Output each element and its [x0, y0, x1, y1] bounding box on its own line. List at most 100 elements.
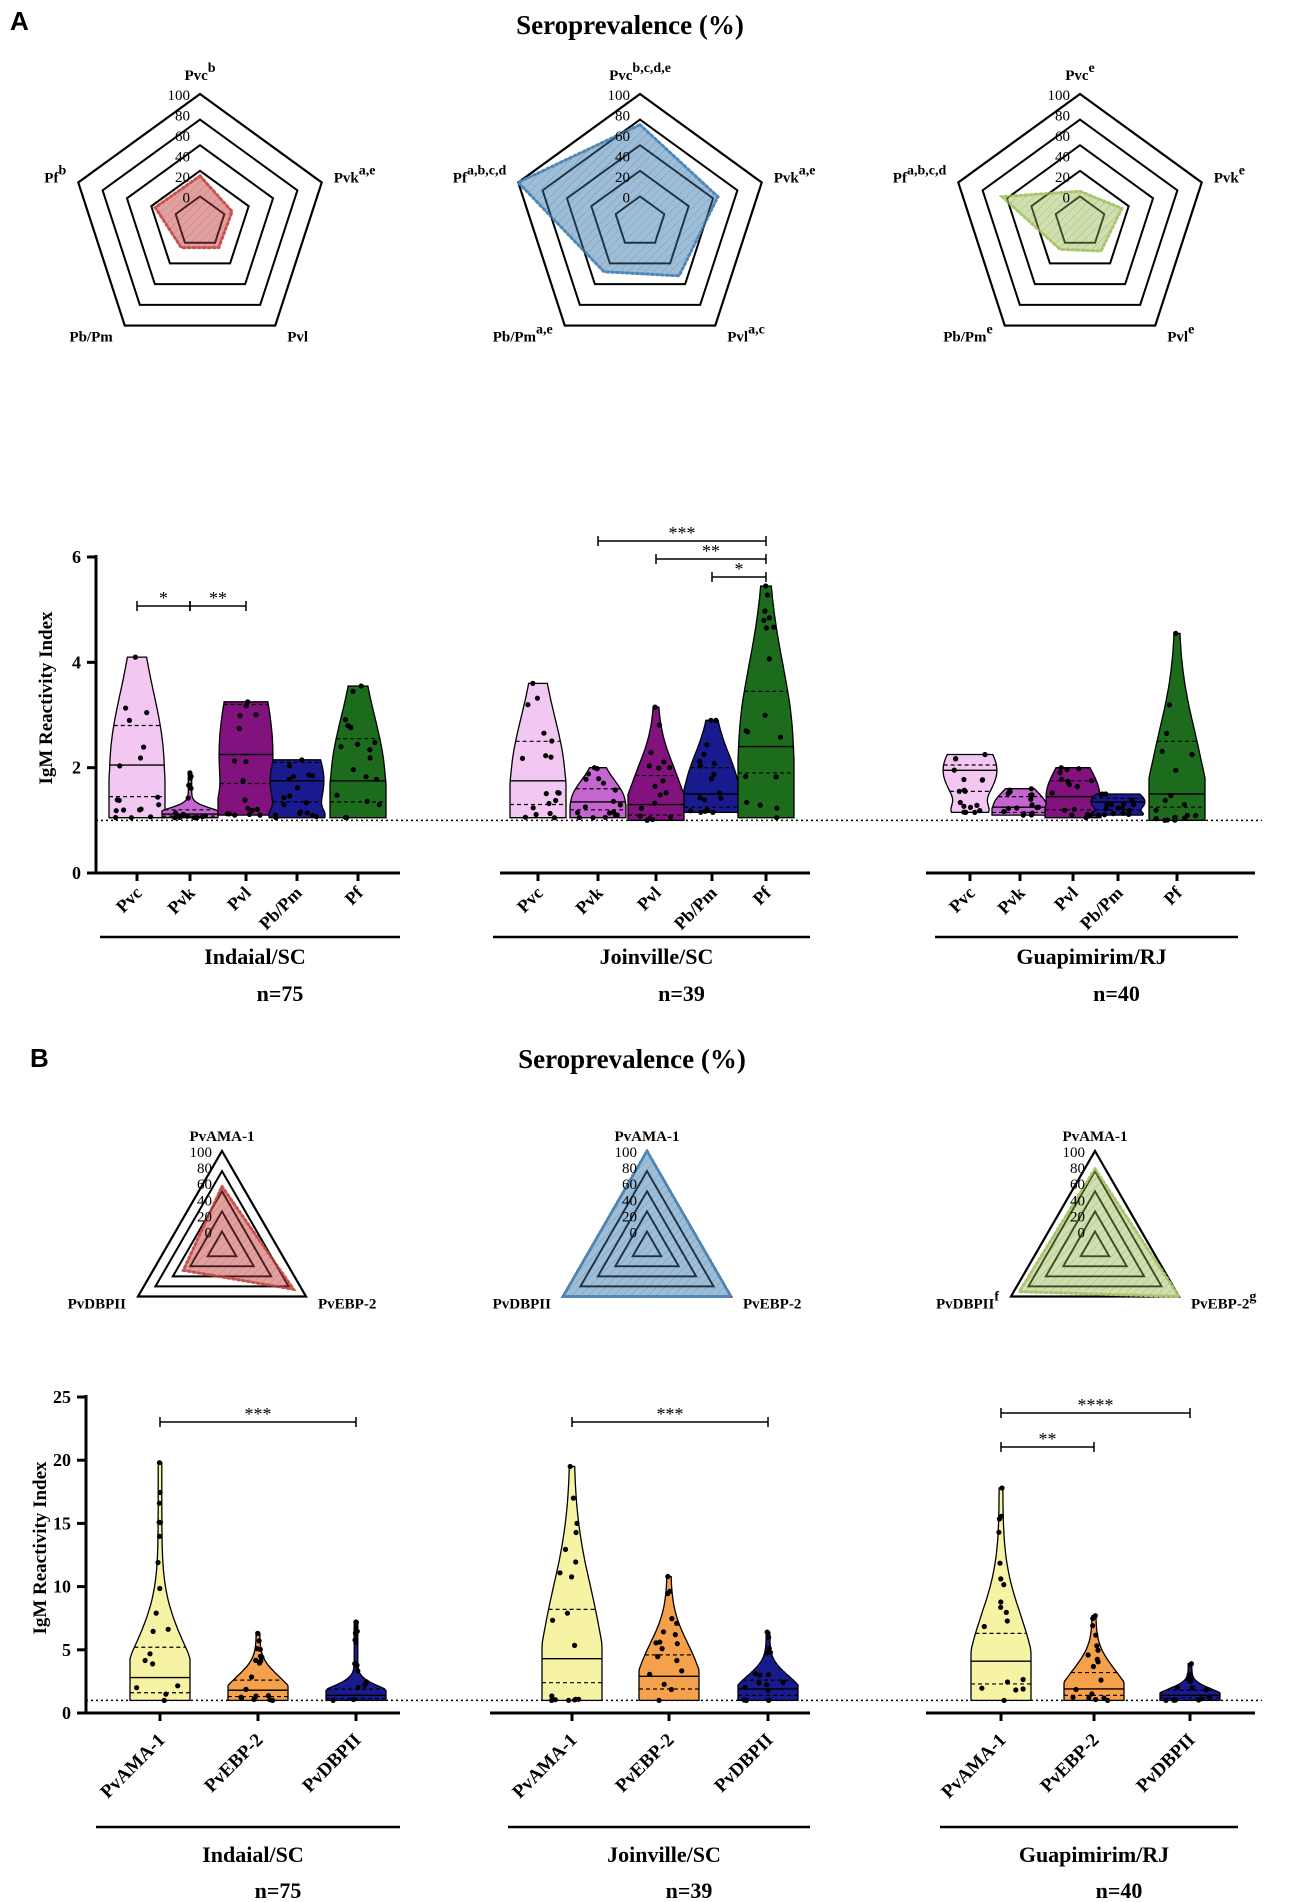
- violin-point: [1029, 802, 1035, 808]
- radar-tick-label: 0: [183, 190, 191, 206]
- radar-axis-superscript: a,b,c,d: [907, 163, 947, 178]
- violin-point: [674, 1620, 680, 1626]
- violin-point: [1168, 793, 1174, 799]
- radar-axis-label: Pvce: [1065, 61, 1095, 84]
- violin-point: [265, 1693, 271, 1699]
- radar-ring-overlay: [590, 169, 690, 265]
- violin-point: [286, 776, 292, 783]
- radar-axis-name: Pvc: [184, 68, 208, 84]
- radar-axis-label: Pvle: [1167, 323, 1194, 346]
- radar-tick-label: 40: [1055, 149, 1070, 165]
- violin-point: [161, 1697, 167, 1703]
- violin-point: [569, 1574, 575, 1580]
- violin-point: [1120, 810, 1126, 816]
- radar-axis-name: Pb/Pm: [69, 330, 113, 346]
- radar-tick-label: 80: [197, 1161, 212, 1177]
- violin-point: [710, 809, 716, 816]
- radar-axis-name: Pf: [453, 170, 468, 186]
- violin-point: [549, 738, 555, 744]
- violin-point: [1094, 1643, 1100, 1649]
- radar-tick-label: 100: [168, 88, 191, 104]
- violin-point: [134, 1685, 140, 1691]
- x-tick-label: Pf: [341, 882, 368, 909]
- radar-axis-label: PvDBPII: [493, 1297, 552, 1313]
- violin-point: [951, 767, 957, 773]
- violin-point: [764, 592, 771, 598]
- radar-ring-overlay: [614, 1210, 680, 1267]
- violin-point: [184, 813, 191, 819]
- radar-axis-superscript: a,c: [748, 323, 765, 338]
- violin-point: [304, 810, 310, 816]
- violin-point: [590, 815, 596, 821]
- violin-point: [761, 617, 767, 624]
- radar-ring-overlay: [126, 144, 274, 285]
- violin-point: [256, 1638, 262, 1644]
- violin-point: [543, 753, 549, 759]
- violin-point: [743, 728, 749, 734]
- violin-point: [674, 1641, 680, 1647]
- radar-ring-overlay: [206, 1230, 238, 1257]
- radar-ring-overlay: [596, 1189, 698, 1278]
- radar-axis-label: Pvcb,c,d,e: [609, 61, 671, 84]
- violin-point: [172, 815, 178, 821]
- violin-point: [180, 811, 186, 818]
- violin-group-indaial: Pvc Pvk Pvl Pb/Pm Pf* **Indaial/SCn=75: [96, 588, 400, 1006]
- violin-point: [774, 805, 780, 811]
- radar-tick-label: 40: [1070, 1193, 1085, 1209]
- violin-point: [647, 815, 653, 822]
- violin-point: [256, 1660, 263, 1666]
- significance-label: ***: [657, 1404, 684, 1424]
- violin-point: [338, 744, 344, 750]
- radar-axis-superscript: b: [208, 61, 216, 76]
- violin-point: [1173, 767, 1179, 773]
- violin-point: [1130, 802, 1137, 808]
- violin-point: [355, 1668, 361, 1674]
- violin-point: [757, 802, 763, 808]
- radar-axis-superscript: a,e: [799, 163, 816, 178]
- violin-point: [766, 1697, 772, 1703]
- violin-point: [231, 758, 238, 764]
- x-tick-label: PvDBPII: [1132, 1730, 1199, 1797]
- x-tick-label: Pvl: [633, 883, 665, 915]
- violin-point: [257, 812, 263, 818]
- radar-tick-label: 40: [197, 1193, 212, 1209]
- radar-axis-name: PvDBPII: [936, 1297, 995, 1313]
- violin-point: [1066, 782, 1072, 788]
- panel-b-title: Seroprevalence (%): [518, 1044, 746, 1074]
- violin-point: [1172, 817, 1178, 823]
- radar-axis-label: Pvka,e: [774, 163, 816, 186]
- radar-tick-label: 100: [608, 88, 631, 104]
- violin-point: [766, 1645, 772, 1651]
- violin-point: [679, 1668, 685, 1674]
- violin-point: [667, 764, 673, 771]
- radar-tick-label: 60: [1070, 1177, 1085, 1193]
- violin-point: [663, 790, 669, 796]
- violin-point: [972, 809, 978, 816]
- violin-point: [1074, 783, 1080, 790]
- violin-point: [1004, 1679, 1011, 1685]
- violin-point: [574, 1520, 580, 1526]
- violin-point: [766, 1634, 772, 1640]
- violin-point: [1001, 1697, 1007, 1703]
- radar-tick-label: 40: [622, 1193, 637, 1209]
- x-tick-label: Pvk: [163, 883, 198, 918]
- violin-point: [1076, 766, 1082, 772]
- violin-point: [1028, 812, 1034, 818]
- violin-point: [780, 1679, 786, 1686]
- radar-tick-label: 20: [615, 170, 630, 186]
- violin-point: [342, 717, 349, 723]
- violin-point: [566, 1697, 572, 1703]
- radar-axis-name: Pvk: [334, 170, 360, 186]
- x-tick-label: PvDBPII: [298, 1730, 365, 1797]
- violin-point: [1159, 748, 1165, 755]
- violin-point: [1199, 1696, 1205, 1702]
- significance-label: ****: [1078, 1395, 1114, 1415]
- violin-point: [533, 811, 539, 818]
- radar-tick-label: 20: [1070, 1209, 1085, 1225]
- violin-point: [567, 1463, 573, 1470]
- radar-axis-superscript: a,e: [359, 163, 376, 178]
- site-label: Guapimirim/RJ: [1016, 944, 1166, 969]
- violin-point: [238, 1694, 244, 1700]
- radar-tick-label: 60: [622, 1177, 637, 1193]
